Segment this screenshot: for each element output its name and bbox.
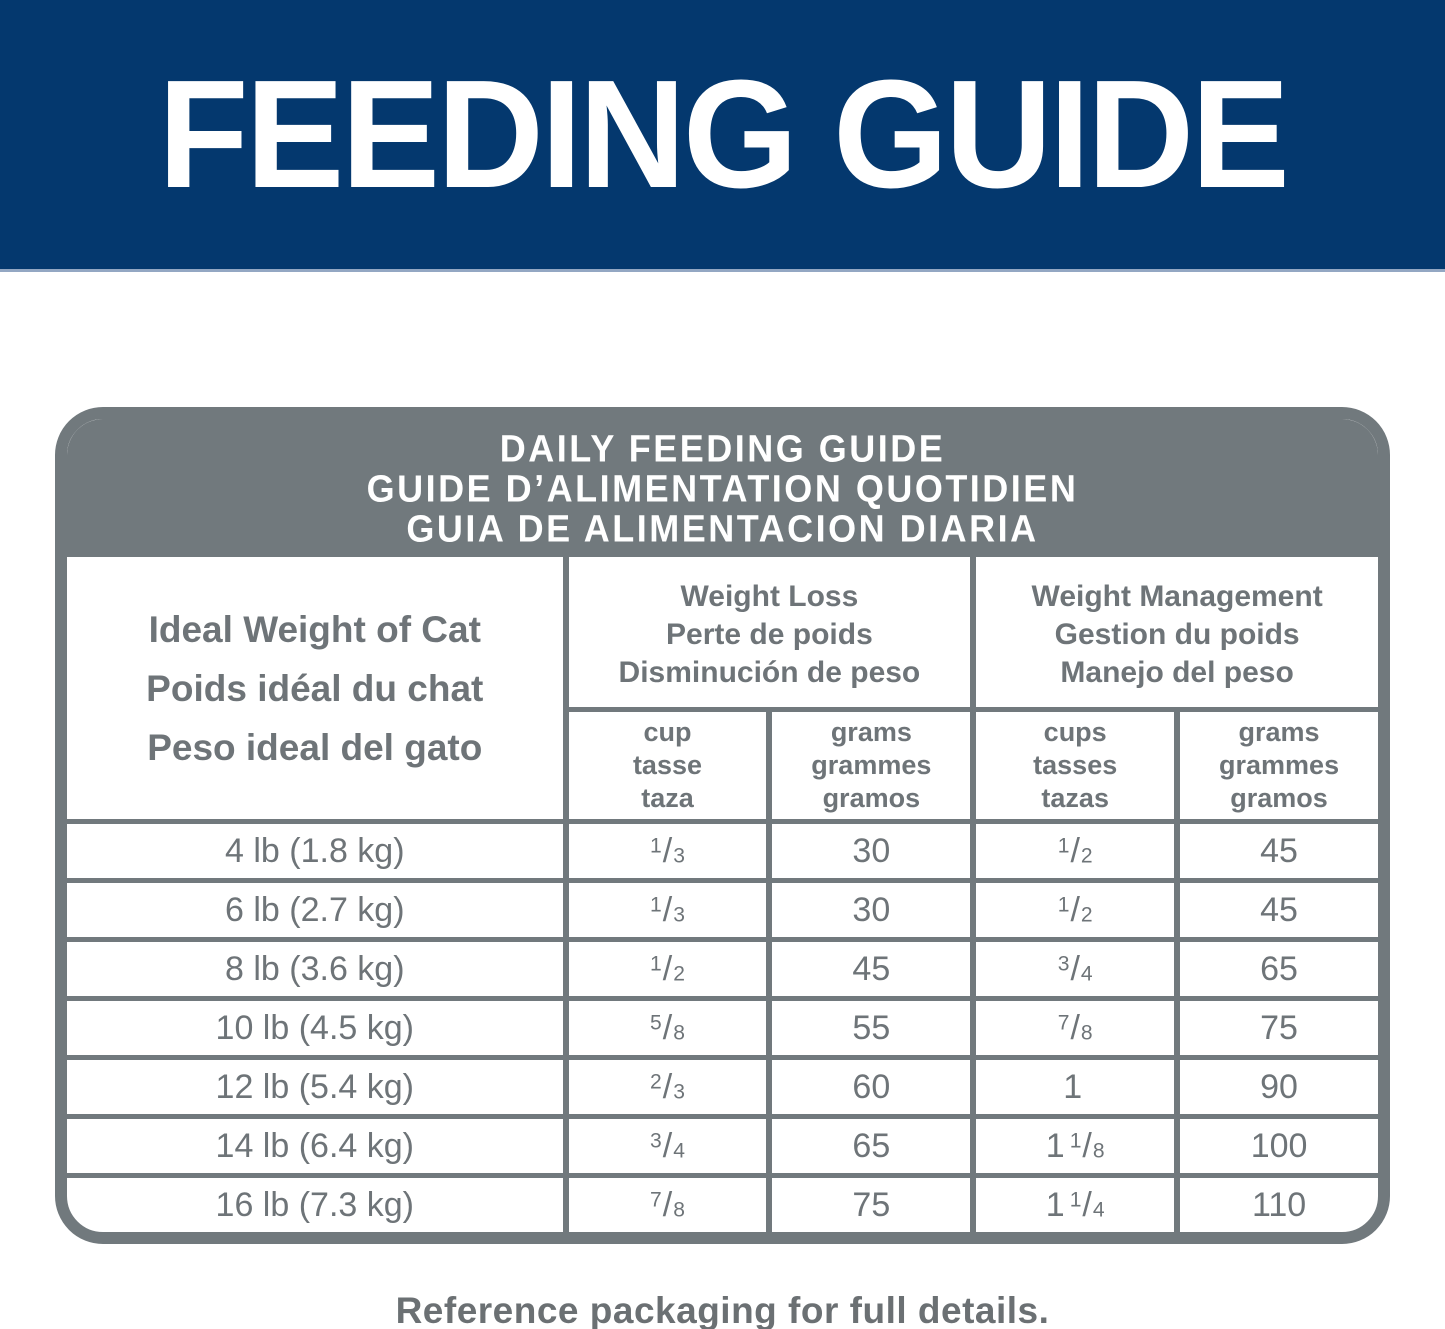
ideal-weight-label-es: Peso ideal del gato xyxy=(147,726,483,768)
subcolumn-mgmt-grams: grams grammes gramos xyxy=(1174,707,1378,819)
mgmt-cups-cell-row-3: 3/4 xyxy=(970,937,1175,996)
mgmt-cups-fr: tasses xyxy=(1033,750,1118,780)
weight-loss-label-es: Disminución de peso xyxy=(618,656,921,689)
footer-note: Reference packaging for full details. xyxy=(0,1290,1445,1329)
weight-loss-label-en: Weight Loss xyxy=(680,580,859,613)
column-group-weight-loss: Weight Loss Perte de poids Disminución d… xyxy=(562,557,971,707)
loss-grams-cell-row-3: 45 xyxy=(766,937,971,996)
mgmt-grams-cell-row-7: 110 xyxy=(1174,1173,1378,1232)
weight-mgmt-label-fr: Gestion du poids xyxy=(1054,618,1300,651)
loss-cup-fr: tasse xyxy=(632,750,702,780)
mgmt-grams-en: grams xyxy=(1238,717,1320,747)
column-group-weight-management: Weight Management Gestion du poids Manej… xyxy=(970,557,1378,707)
mgmt-cups-cell-row-7: 1 1/4 xyxy=(970,1173,1175,1232)
daily-feeding-guide-card: DAILY FEEDING GUIDE GUIDE D’ALIMENTATION… xyxy=(55,407,1390,1244)
loss-cup-cell-row-3: 1/2 xyxy=(562,937,767,996)
mgmt-cups-en: cups xyxy=(1043,717,1107,747)
weight-cell-row-3: 8 lb (3.6 kg) xyxy=(67,937,563,996)
loss-cup-cell-row-7: 7/8 xyxy=(562,1173,767,1232)
subcolumn-mgmt-cups: cups tasses tazas xyxy=(970,707,1175,819)
weight-cell-row-2: 6 lb (2.7 kg) xyxy=(67,878,563,937)
weight-cell-row-6: 14 lb (6.4 kg) xyxy=(67,1114,563,1173)
mgmt-cups-es: tazas xyxy=(1041,783,1109,813)
loss-cup-cell-row-5: 2/3 xyxy=(562,1055,767,1114)
mgmt-grams-cell-row-4: 75 xyxy=(1174,996,1378,1055)
loss-grams-cell-row-2: 30 xyxy=(766,878,971,937)
loss-grams-cell-row-5: 60 xyxy=(766,1055,971,1114)
mgmt-cups-cell-row-6: 1 1/8 xyxy=(970,1114,1175,1173)
ideal-weight-label-en: Ideal Weight of Cat xyxy=(148,608,481,650)
loss-cup-es: taza xyxy=(641,783,694,813)
mgmt-grams-cell-row-2: 45 xyxy=(1174,878,1378,937)
loss-cup-en: cup xyxy=(643,717,692,747)
column-header-ideal-weight: Ideal Weight of Cat Poids idéal du chat … xyxy=(67,557,563,819)
loss-grams-fr: grammes xyxy=(811,750,932,780)
loss-cup-cell-row-6: 3/4 xyxy=(562,1114,767,1173)
mgmt-grams-fr: grammes xyxy=(1219,750,1340,780)
loss-grams-cell-row-6: 65 xyxy=(766,1114,971,1173)
banner-title: FEEDING GUIDE xyxy=(158,48,1290,220)
loss-cup-cell-row-1: 1/3 xyxy=(562,819,767,878)
loss-grams-cell-row-4: 55 xyxy=(766,996,971,1055)
table-title-es: GUIA DE ALIMENTACION DIARIA xyxy=(406,506,1039,550)
mgmt-grams-cell-row-5: 90 xyxy=(1174,1055,1378,1114)
mgmt-grams-cell-row-6: 100 xyxy=(1174,1114,1378,1173)
table-title: DAILY FEEDING GUIDE GUIDE D’ALIMENTATION… xyxy=(67,419,1378,557)
mgmt-grams-cell-row-1: 45 xyxy=(1174,819,1378,878)
loss-grams-cell-row-7: 75 xyxy=(766,1173,971,1232)
footer-note-text: Reference packaging for full details. xyxy=(395,1290,1050,1329)
weight-cell-row-1: 4 lb (1.8 kg) xyxy=(67,819,563,878)
weight-cell-row-7: 16 lb (7.3 kg) xyxy=(67,1173,563,1232)
loss-cup-cell-row-2: 1/3 xyxy=(562,878,767,937)
weight-mgmt-label-es: Manejo del peso xyxy=(1060,656,1294,689)
weight-cell-row-5: 12 lb (5.4 kg) xyxy=(67,1055,563,1114)
feeding-table: Ideal Weight of Cat Poids idéal du chat … xyxy=(67,557,1378,1232)
weight-loss-label-fr: Perte de poids xyxy=(666,618,873,651)
loss-grams-es: gramos xyxy=(822,783,921,813)
table-title-en: DAILY FEEDING GUIDE xyxy=(499,426,946,470)
loss-grams-cell-row-1: 30 xyxy=(766,819,971,878)
mgmt-cups-cell-row-5: 1 xyxy=(970,1055,1175,1114)
subcolumn-loss-cup: cup tasse taza xyxy=(562,707,767,819)
subcolumn-loss-grams: grams grammes gramos xyxy=(766,707,971,819)
mgmt-grams-es: gramos xyxy=(1230,783,1328,813)
weight-cell-row-4: 10 lb (4.5 kg) xyxy=(67,996,563,1055)
ideal-weight-label-fr: Poids idéal du chat xyxy=(146,667,484,709)
loss-grams-en: grams xyxy=(830,717,912,747)
mgmt-cups-cell-row-2: 1/2 xyxy=(970,878,1175,937)
mgmt-grams-cell-row-3: 65 xyxy=(1174,937,1378,996)
mgmt-cups-cell-row-1: 1/2 xyxy=(970,819,1175,878)
mgmt-cups-cell-row-4: 7/8 xyxy=(970,996,1175,1055)
table-title-fr: GUIDE D’ALIMENTATION QUOTIDIEN xyxy=(366,466,1079,510)
loss-cup-cell-row-4: 5/8 xyxy=(562,996,767,1055)
weight-mgmt-label-en: Weight Management xyxy=(1031,580,1323,613)
feeding-guide-banner: FEEDING GUIDE xyxy=(0,0,1445,272)
